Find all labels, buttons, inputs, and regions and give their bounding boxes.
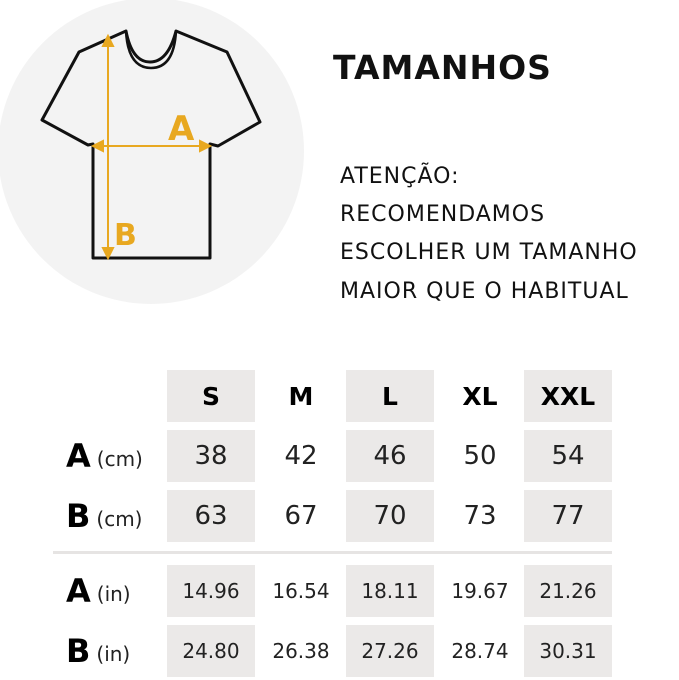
table-cell: 67 bbox=[284, 501, 318, 531]
row-label: B (cm) bbox=[66, 490, 142, 542]
table-cell: 46 bbox=[346, 430, 434, 482]
size-header: L bbox=[346, 370, 434, 422]
measure-letter: B bbox=[66, 497, 91, 535]
tshirt-diagram: A B bbox=[40, 29, 262, 261]
table-cell: 16.54 bbox=[272, 579, 330, 603]
table-cell: 24.80 bbox=[167, 625, 255, 677]
measure-letter: B bbox=[66, 632, 91, 670]
measure-unit: (cm) bbox=[96, 507, 143, 531]
table-cell: 77 bbox=[524, 490, 612, 542]
size-header: S bbox=[167, 370, 255, 422]
page-title: TAMANHOS bbox=[333, 48, 552, 87]
table-cell: 19.67 bbox=[451, 579, 509, 603]
measure-arrows bbox=[90, 33, 213, 261]
label-a: A bbox=[168, 109, 195, 149]
row-label: A (in) bbox=[66, 565, 131, 617]
table-cell: 28.74 bbox=[451, 639, 509, 663]
notice-line: ESCOLHER UM TAMANHO bbox=[340, 240, 638, 265]
notice-line: RECOMENDAMOS bbox=[340, 202, 546, 227]
size-header: M bbox=[288, 381, 314, 411]
table-cell: 50 bbox=[463, 441, 497, 471]
table-cell: 63 bbox=[167, 490, 255, 542]
table-cell: 70 bbox=[346, 490, 434, 542]
tshirt-outline bbox=[40, 29, 262, 260]
table-cell: 73 bbox=[463, 501, 497, 531]
measure-letter: A bbox=[66, 437, 91, 475]
label-b: B bbox=[114, 218, 137, 253]
table-cell: 14.96 bbox=[167, 565, 255, 617]
table-cell: 26.38 bbox=[272, 639, 330, 663]
row-label: B (in) bbox=[66, 625, 130, 677]
table-divider bbox=[53, 551, 612, 554]
table-cell: 30.31 bbox=[524, 625, 612, 677]
row-label: A (cm) bbox=[66, 430, 143, 482]
notice-line: ATENÇÃO: bbox=[340, 164, 460, 189]
measure-unit: (cm) bbox=[96, 447, 143, 471]
table-cell: 18.11 bbox=[346, 565, 434, 617]
measure-letter: A bbox=[66, 572, 91, 610]
size-header: XXL bbox=[524, 370, 612, 422]
diagram-background bbox=[0, 0, 304, 304]
measure-unit: (in) bbox=[96, 582, 131, 606]
table-cell: 38 bbox=[167, 430, 255, 482]
table-cell: 21.26 bbox=[524, 565, 612, 617]
measure-unit: (in) bbox=[96, 642, 131, 666]
table-cell: 42 bbox=[284, 441, 318, 471]
size-header: XL bbox=[462, 381, 498, 411]
notice-line: MAIOR QUE O HABITUAL bbox=[340, 279, 629, 304]
table-cell: 27.26 bbox=[346, 625, 434, 677]
table-cell: 54 bbox=[524, 430, 612, 482]
